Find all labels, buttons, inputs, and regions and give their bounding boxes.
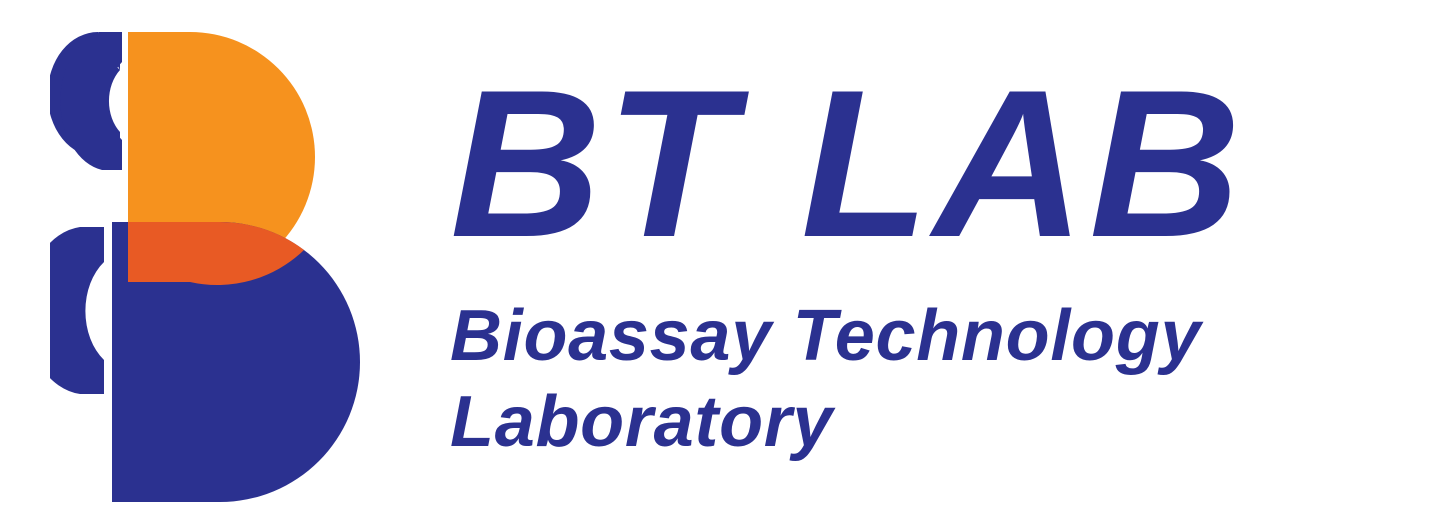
- logo-text-block: BT LAB Bioassay Technology Laboratory: [450, 59, 1245, 466]
- logo-container: BT LAB Bioassay Technology Laboratory: [0, 22, 1245, 502]
- logo-subtitle-line2: Laboratory: [450, 379, 1245, 465]
- logo-title: BT LAB: [450, 59, 1245, 269]
- logo-mark: [50, 22, 390, 502]
- logo-small-bottom-accent: [50, 227, 104, 394]
- logo-subtitle-line1: Bioassay Technology: [450, 293, 1245, 379]
